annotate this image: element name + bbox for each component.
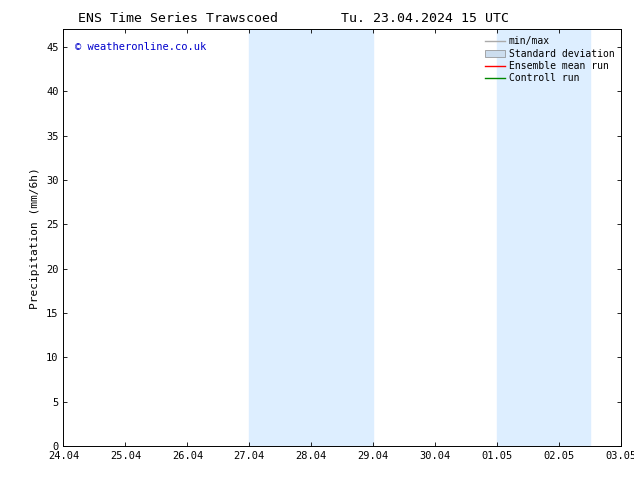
Text: ENS Time Series Trawscoed: ENS Time Series Trawscoed: [77, 12, 278, 25]
Bar: [497, 29, 590, 446]
Legend: min/max, Standard deviation, Ensemble mean run, Controll run: min/max, Standard deviation, Ensemble me…: [484, 34, 616, 85]
Bar: [249, 29, 373, 446]
Text: Tu. 23.04.2024 15 UTC: Tu. 23.04.2024 15 UTC: [341, 12, 508, 25]
Y-axis label: Precipitation (mm/6h): Precipitation (mm/6h): [30, 167, 41, 309]
Text: © weatheronline.co.uk: © weatheronline.co.uk: [75, 42, 206, 52]
